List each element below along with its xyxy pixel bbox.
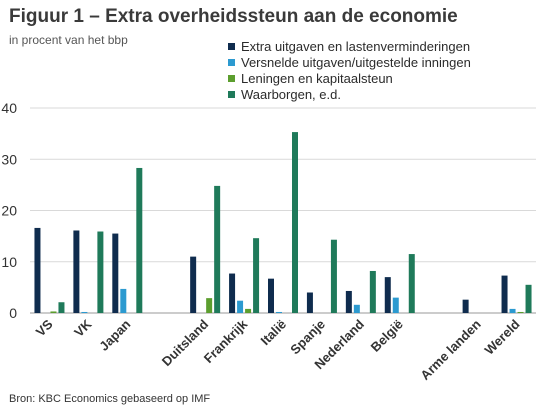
bar-Nederland-series-0 [345, 290, 352, 313]
bar-Italië-series-0 [268, 278, 274, 313]
legend-item-0: Extra uitgaven en lastenverminderingen [228, 38, 471, 54]
bar-VS-series-3 [58, 302, 65, 313]
bar-Frankrijk-series-2 [245, 308, 252, 313]
x-category-label: Arme landen [417, 316, 483, 382]
bar-Spanje-series-3 [330, 239, 337, 313]
y-tick-label: 0 [9, 305, 17, 321]
bar-VK-series-0 [73, 230, 80, 313]
x-category-label: Duitsland [159, 316, 212, 369]
bar-Frankrijk-series-3 [253, 238, 260, 313]
bar-VK-series-1 [81, 311, 88, 313]
x-category-label: VS [33, 316, 56, 339]
legend-swatch-0 [228, 42, 235, 50]
bar-Italië-series-3 [292, 132, 298, 313]
bar-Japan-series-3 [136, 167, 143, 313]
bar-Arme landen-series-0 [462, 299, 469, 313]
bars [34, 132, 532, 313]
bar-VK-series-3 [97, 231, 104, 313]
legend-swatch-1 [228, 58, 235, 66]
bar-Spanje-series-0 [306, 292, 313, 313]
legend-swatch-2 [228, 74, 235, 82]
bar-Frankrijk-series-0 [229, 273, 236, 313]
bar-Japan-series-1 [120, 288, 127, 313]
bar-Wereld-series-3 [525, 284, 532, 313]
legend-item-3: Waarborgen, e.d. [228, 86, 471, 102]
bar-Wereld-series-1 [509, 308, 516, 313]
x-category-label: Japan [96, 316, 133, 353]
bar-VS-series-2 [50, 311, 57, 313]
bar-Frankrijk-series-1 [237, 300, 244, 313]
legend-label-0: Extra uitgaven en lastenverminderingen [241, 38, 471, 54]
x-category-label: Italië [258, 317, 290, 349]
bar-Japan-series-0 [112, 233, 119, 313]
y-axis-ticks: 0 10 20 30 40 [1, 100, 17, 321]
y-tick-label: 10 [1, 254, 17, 270]
legend-item-1: Versnelde uitgaven/uitgestelde inningen [228, 54, 471, 70]
bar-Duitsland-series-0 [190, 256, 197, 313]
y-tick-label: 20 [1, 203, 17, 219]
legend: Extra uitgaven en lastenverminderingen V… [228, 38, 471, 102]
bar-Italië-series-1 [276, 311, 282, 313]
x-category-label: Frankrijk [201, 316, 251, 366]
chart-title: Figuur 1 – Extra overheidssteun aan de e… [9, 6, 458, 27]
legend-label-3: Waarborgen, e.d. [241, 86, 341, 102]
bar-Wereld-series-0 [501, 275, 508, 313]
bar-VS-series-0 [34, 227, 41, 313]
gridlines [30, 107, 536, 314]
bar-Nederland-series-3 [369, 270, 376, 313]
bar-België-series-0 [384, 277, 391, 313]
bar-Nederland-series-1 [353, 304, 360, 313]
legend-swatch-3 [228, 90, 235, 98]
y-tick-label: 40 [1, 100, 17, 116]
legend-label-1: Versnelde uitgaven/uitgestelde inningen [241, 54, 471, 70]
x-category-label: VK [71, 316, 95, 340]
bar-België-series-3 [408, 254, 415, 313]
bar-België-series-1 [392, 297, 399, 313]
x-category-label: België [368, 317, 406, 355]
y-tick-label: 30 [1, 151, 17, 167]
chart-subtitle: in procent van het bbp [9, 33, 128, 47]
legend-item-2: Leningen en kapitaalsteun [228, 70, 471, 86]
bar-Wereld-series-2 [517, 311, 524, 313]
bar-Duitsland-series-2 [206, 298, 213, 313]
x-category-label: Wereld [482, 316, 523, 357]
source-note: Bron: KBC Economics gebaseerd op IMF [9, 393, 211, 405]
bar-Duitsland-series-3 [214, 185, 221, 313]
legend-label-2: Leningen en kapitaalsteun [241, 70, 393, 86]
